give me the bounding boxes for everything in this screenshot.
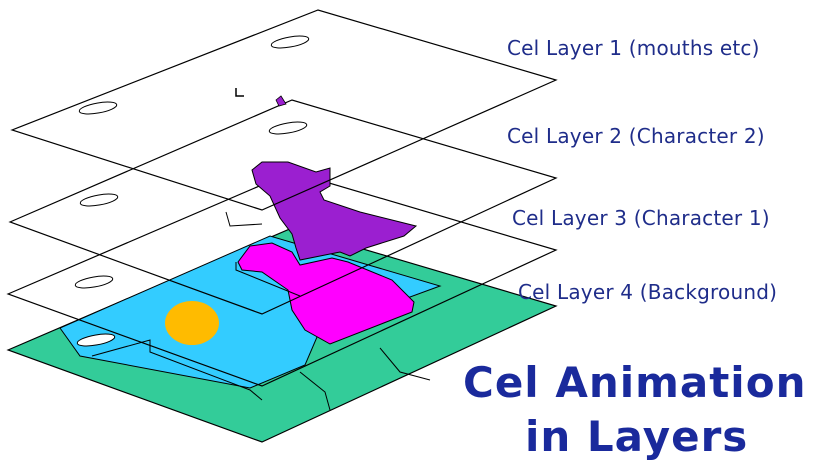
cel-layer-1-outline (10, 9, 558, 211)
registration-hole-icon (78, 101, 118, 115)
layer-4-label: Cel Layer 4 (Background) (518, 280, 778, 304)
cel-layer-3-outline (6, 171, 558, 387)
layer-3-label: Cel Layer 3 (Character 1) (512, 206, 770, 230)
background-detail-line-2 (299, 371, 331, 411)
title-line-1: Cel Animation (463, 358, 807, 407)
cel-layer-2-character-2 (8, 99, 558, 315)
background-detail-line-3 (379, 347, 431, 381)
layer-1-label: Cel Layer 1 (mouths etc) (507, 36, 760, 60)
layer-2-label: Cel Layer 2 (Character 2) (507, 124, 765, 148)
registration-hole-icon (270, 35, 310, 49)
cel-layer-1-mouths (10, 9, 558, 211)
cel-layer-2-outline (8, 99, 558, 315)
registration-hole-icon (79, 193, 119, 207)
cel-layer-3-tab (235, 262, 301, 297)
mouth-mark-2 (275, 95, 287, 107)
background-detail-line (91, 339, 263, 401)
registration-hole-icon (74, 275, 114, 289)
sun (165, 301, 219, 345)
character-2-shape (251, 161, 418, 261)
cel-layer-3-character-1 (6, 171, 558, 387)
registration-hole-icon (268, 121, 308, 135)
mouth-mark (235, 88, 244, 97)
character-1-shape (237, 242, 415, 345)
cel-layer-2-tab (225, 211, 263, 227)
title-line-2: in Layers (525, 412, 749, 461)
registration-hole-icon (76, 333, 116, 347)
